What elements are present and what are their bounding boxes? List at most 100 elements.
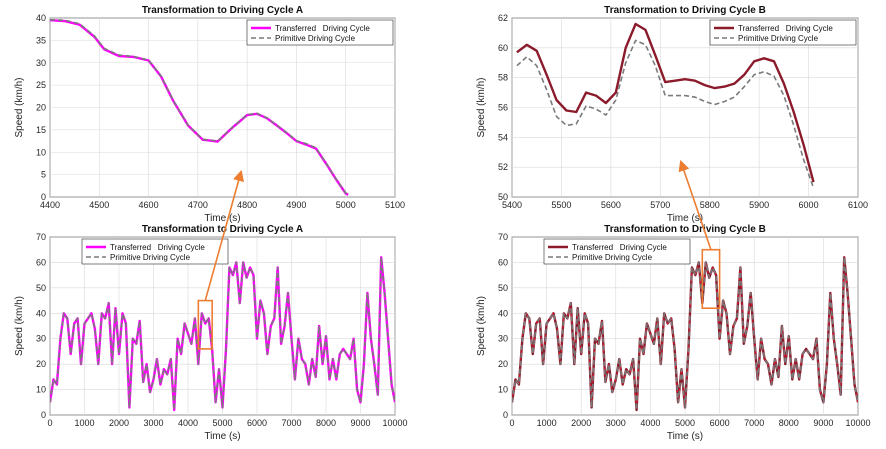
y-axis-label: Speed (km/h) bbox=[476, 296, 487, 356]
x-tick-label: 5400 bbox=[502, 200, 522, 210]
legend-box bbox=[81, 238, 229, 265]
y-tick-label: 50 bbox=[498, 192, 508, 202]
y-tick-label: 58 bbox=[498, 73, 508, 83]
y-tick-label: 30 bbox=[36, 334, 46, 344]
x-axis-label: Time (s) bbox=[667, 431, 703, 442]
chart-panel-4: 0 1000 2000 3000 4000 5000 6000 7000 8000 9000 100… bbox=[476, 224, 871, 442]
x-tick-label: 5100 bbox=[385, 200, 405, 210]
x-tick-label: 8000 bbox=[779, 418, 799, 428]
y-tick-label: 35 bbox=[36, 35, 46, 45]
x-tick-label: 3000 bbox=[606, 418, 626, 428]
x-tick-label: 2000 bbox=[109, 418, 129, 428]
y-tick-label: 5 bbox=[41, 170, 46, 180]
y-tick-label: 40 bbox=[36, 13, 46, 23]
x-tick-label: 4900 bbox=[286, 200, 306, 210]
chart-panel-1: 4400 4500 4600 4700 4800 4900 5000 5100 0 5 10 15 20… bbox=[14, 5, 405, 224]
x-tick-label: 5900 bbox=[749, 200, 769, 210]
x-tick-label: 0 bbox=[509, 418, 514, 428]
legend-box bbox=[543, 238, 691, 265]
y-tick-label: 62 bbox=[498, 13, 508, 23]
y-tick-label: 70 bbox=[498, 232, 508, 242]
x-tick-label: 6100 bbox=[848, 200, 868, 210]
primitive-series-line bbox=[50, 19, 349, 196]
x-tick-label: 5000 bbox=[212, 418, 232, 428]
chart-title: Transformation to Driving Cycle B bbox=[604, 224, 766, 235]
x-axis-label: Time (s) bbox=[204, 431, 240, 442]
zoom-arrow-A bbox=[204, 169, 244, 301]
y-tick-label: 10 bbox=[498, 385, 508, 395]
y-tick-label: 20 bbox=[498, 359, 508, 369]
y-tick-label: 10 bbox=[36, 385, 46, 395]
x-tick-label: 5600 bbox=[601, 200, 621, 210]
x-tick-label: 6000 bbox=[799, 200, 819, 210]
x-tick-label: 5500 bbox=[551, 200, 571, 210]
x-tick-label: 10000 bbox=[382, 418, 407, 428]
y-tick-label: 0 bbox=[503, 410, 508, 420]
y-tick-label: 0 bbox=[41, 410, 46, 420]
x-tick-label: 4400 bbox=[40, 200, 60, 210]
y-tick-label: 50 bbox=[36, 283, 46, 293]
y-tick-label: 20 bbox=[36, 359, 46, 369]
y-tick-label: 52 bbox=[498, 162, 508, 172]
legend-entry-label: Transferred Driving Cycle bbox=[738, 24, 833, 33]
primitive-series-line bbox=[50, 256, 395, 411]
x-tick-label: 2000 bbox=[571, 418, 591, 428]
x-tick-label: 4000 bbox=[640, 418, 660, 428]
x-tick-label: 5800 bbox=[700, 200, 720, 210]
x-tick-label: 5000 bbox=[675, 418, 695, 428]
x-tick-label: 7000 bbox=[744, 418, 764, 428]
x-tick-label: 9000 bbox=[813, 418, 833, 428]
legend-entry-label: Primitive Driving Cycle bbox=[275, 34, 356, 43]
y-tick-label: 0 bbox=[41, 192, 46, 202]
x-tick-label: 1000 bbox=[537, 418, 557, 428]
x-tick-label: 5000 bbox=[336, 200, 356, 210]
x-tick-label: 1000 bbox=[74, 418, 94, 428]
x-tick-label: 6000 bbox=[710, 418, 730, 428]
y-tick-label: 70 bbox=[36, 232, 46, 242]
x-tick-label: 4800 bbox=[237, 200, 257, 210]
y-tick-label: 60 bbox=[36, 257, 46, 267]
primitive-series-line bbox=[512, 256, 858, 411]
y-tick-label: 20 bbox=[36, 103, 46, 113]
y-tick-label: 30 bbox=[36, 58, 46, 68]
x-tick-label: 10000 bbox=[845, 418, 870, 428]
y-tick-label: 30 bbox=[498, 334, 508, 344]
chart-title: Transformation to Driving Cycle A bbox=[142, 5, 303, 16]
y-tick-label: 50 bbox=[498, 283, 508, 293]
x-tick-label: 4500 bbox=[89, 200, 109, 210]
legend-entry-label: Transferred Driving Cycle bbox=[110, 243, 205, 252]
y-tick-label: 60 bbox=[498, 43, 508, 53]
x-tick-label: 0 bbox=[47, 418, 52, 428]
x-tick-label: 7000 bbox=[281, 418, 301, 428]
x-tick-label: 6000 bbox=[247, 418, 267, 428]
chart-panel-3: 0 1000 2000 3000 4000 5000 6000 7000 8000 9000 100… bbox=[14, 224, 408, 442]
chart-title: Transformation to Driving Cycle A bbox=[142, 224, 303, 235]
legend-entry-label: Primitive Driving Cycle bbox=[738, 34, 819, 43]
y-axis-label: Speed (km/h) bbox=[476, 77, 487, 137]
x-tick-label: 3000 bbox=[143, 418, 163, 428]
y-tick-label: 40 bbox=[498, 308, 508, 318]
x-tick-label: 5700 bbox=[650, 200, 670, 210]
y-tick-label: 60 bbox=[498, 257, 508, 267]
y-tick-label: 56 bbox=[498, 103, 508, 113]
legend-entry-label: Primitive Driving Cycle bbox=[110, 253, 191, 262]
x-tick-label: 4000 bbox=[178, 418, 198, 428]
legend-entry-label: Transferred Driving Cycle bbox=[275, 24, 370, 33]
x-tick-label: 4600 bbox=[139, 200, 159, 210]
chart-panel-2: 5400 5500 5600 5700 5800 5900 6000 6100 50 52 54 56… bbox=[476, 5, 868, 224]
x-axis-label: Time (s) bbox=[204, 213, 240, 224]
legend-entry-label: Transferred Driving Cycle bbox=[572, 243, 667, 252]
y-tick-label: 54 bbox=[498, 132, 508, 142]
legend-entry-label: Primitive Driving Cycle bbox=[572, 253, 653, 262]
x-tick-label: 8000 bbox=[316, 418, 336, 428]
x-tick-label: 9000 bbox=[350, 418, 370, 428]
x-tick-label: 4700 bbox=[188, 200, 208, 210]
y-tick-label: 25 bbox=[36, 80, 46, 90]
y-tick-label: 10 bbox=[36, 147, 46, 157]
legend-box bbox=[709, 19, 857, 46]
y-axis-label: Speed (km/h) bbox=[14, 296, 25, 356]
chart-title: Transformation to Driving Cycle B bbox=[604, 5, 766, 16]
legend-box bbox=[246, 19, 394, 46]
transferred-series-line bbox=[516, 22, 815, 183]
